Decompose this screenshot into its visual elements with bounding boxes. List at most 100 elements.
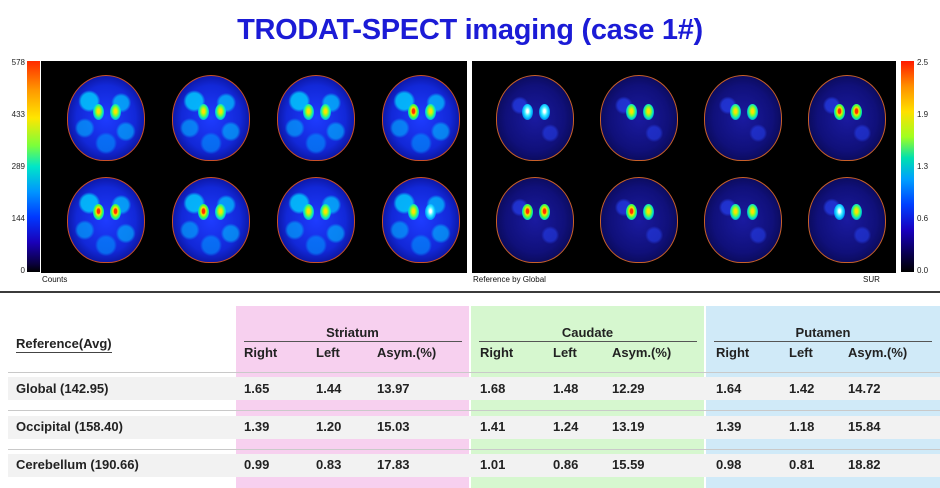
striatum-spot [320, 104, 331, 120]
striatum-spot [408, 204, 419, 220]
table-cell: 1.42 [789, 381, 815, 396]
striatum-spot [522, 104, 533, 120]
table-cell: 0.98 [716, 457, 742, 472]
table-cell: 13.19 [612, 419, 645, 434]
table-cell: 0.83 [316, 457, 342, 472]
striatum-spot [110, 204, 121, 220]
col-header-right: Right [244, 345, 278, 360]
brain-slice-image [277, 177, 355, 263]
counts-scale-tick: 578 [11, 58, 25, 67]
brain-slice-image [277, 75, 355, 161]
sur-scale-tick: 0.6 [917, 214, 929, 223]
sur-scale-tick: 1.3 [917, 162, 929, 171]
brain-slice-image [600, 75, 678, 161]
col-header-asym: Asym.(%) [377, 345, 437, 360]
brain-slice-image [496, 177, 574, 263]
brain-slice-image [704, 75, 782, 161]
table-cell: 0.81 [789, 457, 815, 472]
table-cell: 1.39 [244, 419, 270, 434]
counts-image-panel[interactable] [41, 61, 467, 273]
brain-slice-image [67, 75, 145, 161]
row-label-cerebellum: Cerebellum (190.66) [16, 457, 139, 472]
sur-scale-tick: 2.5 [917, 58, 929, 67]
striatum-spot [522, 204, 533, 220]
striatum-spot [834, 204, 845, 220]
striatum-spot [110, 104, 121, 120]
table-divider [8, 449, 940, 450]
brain-slice-image [496, 75, 574, 161]
striatum-spot [93, 104, 104, 120]
striatum-spot [425, 204, 436, 220]
table-cell: 1.65 [244, 381, 270, 396]
brain-slice-image [808, 177, 886, 263]
table-cell: 1.44 [316, 381, 342, 396]
brain-slice-image [172, 177, 250, 263]
counts-scale-tick: 289 [11, 162, 25, 171]
striatum-spot [643, 104, 654, 120]
striatum-spot [851, 204, 862, 220]
col-header-left: Left [316, 345, 340, 360]
striatum-spot [626, 104, 637, 120]
sur-scale-tick: 1.9 [917, 110, 929, 119]
col-header-right: Right [716, 345, 750, 360]
table-cell: 0.86 [553, 457, 579, 472]
striatum-spot [730, 104, 741, 120]
table-cell: 1.20 [316, 419, 342, 434]
sur-caption: SUR [863, 275, 880, 284]
striatum-spot [539, 104, 550, 120]
brain-slice-image [704, 177, 782, 263]
table-divider [8, 372, 940, 373]
header-underline [479, 341, 697, 342]
table-row-background [8, 377, 940, 400]
striatum-spot [408, 104, 419, 120]
table-cell: 1.41 [480, 419, 506, 434]
table-cell: 1.24 [553, 419, 579, 434]
header-underline [244, 341, 462, 342]
table-cell: 18.82 [848, 457, 881, 472]
striatum-spot [626, 204, 637, 220]
col-header-left: Left [553, 345, 577, 360]
striatum-spot [747, 204, 758, 220]
table-cell: 17.83 [377, 457, 410, 472]
counts-scale-tick: 0 [20, 266, 25, 275]
striatum-spot [93, 204, 104, 220]
striatum-spot [198, 204, 209, 220]
striatum-spot [539, 204, 550, 220]
counts-colorbar [27, 61, 40, 272]
table-cell: 15.59 [612, 457, 645, 472]
table-cell: 1.48 [553, 381, 579, 396]
striatum-spot [215, 204, 226, 220]
sur-image-panel[interactable] [472, 61, 896, 273]
table-cell: 1.01 [480, 457, 506, 472]
page-title: TRODAT-SPECT imaging (case 1#) [237, 14, 703, 46]
counts-scale-tick: 144 [11, 214, 25, 223]
row-label-occipital: Occipital (158.40) [16, 419, 123, 434]
table-cell: 1.18 [789, 419, 815, 434]
striatum-spot [215, 104, 226, 120]
brain-slice-image [172, 75, 250, 161]
striatum-spot [834, 104, 845, 120]
striatum-spot [198, 104, 209, 120]
brain-slice-image [382, 75, 460, 161]
sur-scale-tick: 0.0 [917, 266, 929, 275]
table-row-background [8, 416, 940, 439]
table-cell: 14.72 [848, 381, 881, 396]
putamen-header: Putamen [795, 325, 851, 340]
col-header-asym: Asym.(%) [848, 345, 908, 360]
table-cell: 15.84 [848, 419, 881, 434]
striatum-spot [303, 204, 314, 220]
striatum-spot [303, 104, 314, 120]
table-cell: 13.97 [377, 381, 410, 396]
brain-slice-image [600, 177, 678, 263]
col-header-left: Left [789, 345, 813, 360]
col-header-asym: Asym.(%) [612, 345, 672, 360]
row-label-global: Global (142.95) [16, 381, 109, 396]
table-cell: 1.64 [716, 381, 742, 396]
caudate-header: Caudate [561, 325, 614, 340]
table-cell: 1.39 [716, 419, 742, 434]
sur-colorbar [901, 61, 914, 272]
brain-slice-image [382, 177, 460, 263]
table-row-background [8, 454, 940, 477]
striatum-spot [425, 104, 436, 120]
table-divider [8, 410, 940, 411]
